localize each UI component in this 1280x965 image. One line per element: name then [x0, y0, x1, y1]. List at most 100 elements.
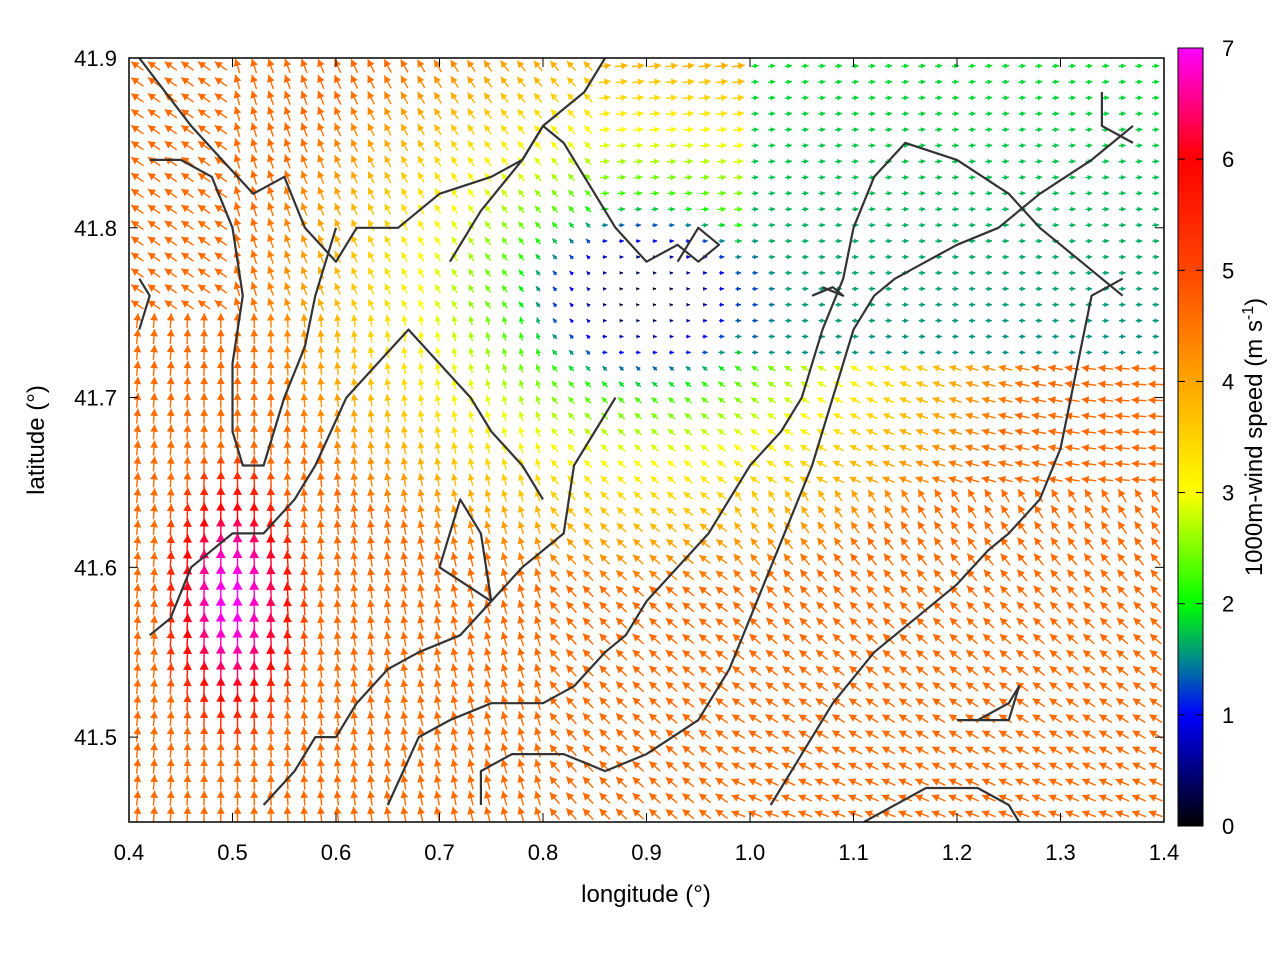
- x-tick-label: 1.3: [1045, 840, 1076, 865]
- wind-arrow: [301, 203, 308, 216]
- wind-arrow: [484, 60, 492, 71]
- wind-arrow: [802, 175, 809, 180]
- wind-arrow: [699, 650, 711, 659]
- wind-arrow: [150, 584, 158, 599]
- wind-arrow: [785, 490, 792, 501]
- wind-arrow: [519, 411, 525, 421]
- wind-arrow: [301, 187, 308, 200]
- wind-arrow: [534, 61, 542, 71]
- wind-arrow: [1136, 239, 1143, 244]
- wind-arrow: [217, 791, 225, 806]
- wind-arrow: [884, 522, 893, 534]
- wind-arrow: [1135, 489, 1143, 502]
- wind-arrow: [850, 445, 861, 451]
- wind-arrow: [167, 535, 175, 551]
- wind-arrow: [686, 335, 690, 339]
- wind-arrow: [768, 191, 775, 196]
- wind-arrow: [653, 319, 656, 323]
- wind-arrow: [418, 236, 424, 245]
- wind-arrow: [852, 127, 859, 132]
- wind-arrow: [802, 79, 809, 84]
- wind-arrow: [685, 429, 692, 435]
- wind-arrow: [418, 156, 424, 166]
- wind-arrow: [782, 715, 795, 723]
- wind-arrow: [317, 123, 324, 137]
- wind-arrow: [818, 79, 825, 84]
- wind-arrow: [334, 743, 342, 758]
- wind-arrow: [669, 382, 675, 387]
- wind-arrow: [1102, 302, 1108, 307]
- wind-arrow: [234, 186, 242, 200]
- wind-arrow: [969, 111, 976, 116]
- wind-arrow: [550, 793, 560, 804]
- wind-arrow: [716, 619, 728, 628]
- wind-arrow: [869, 239, 876, 244]
- wind-arrow: [898, 810, 912, 817]
- wind-arrow: [200, 361, 208, 376]
- wind-arrow: [215, 221, 227, 230]
- wind-arrow: [467, 807, 475, 821]
- wind-arrow: [217, 471, 226, 488]
- wind-arrow: [852, 286, 858, 291]
- contour-line: [864, 788, 1019, 822]
- wind-arrow: [418, 92, 425, 104]
- wind-arrow: [283, 551, 292, 569]
- wind-arrow: [534, 568, 541, 582]
- wind-arrow: [536, 380, 541, 388]
- wind-arrow: [534, 537, 541, 550]
- wind-arrow: [351, 362, 358, 374]
- wind-arrow: [1100, 682, 1112, 691]
- wind-arrow: [1119, 334, 1125, 339]
- wind-arrow: [1002, 143, 1009, 148]
- wind-arrow: [952, 255, 959, 260]
- wind-arrow: [601, 444, 608, 451]
- wind-arrow: [583, 745, 593, 756]
- wind-arrow: [968, 79, 975, 84]
- wind-arrow: [651, 476, 659, 483]
- wind-arrow: [699, 682, 711, 691]
- wind-arrow: [300, 409, 308, 423]
- wind-arrow: [882, 715, 895, 723]
- wind-arrow: [1150, 650, 1161, 660]
- wind-arrow: [284, 791, 292, 806]
- wind-arrow: [600, 539, 609, 548]
- wind-arrow: [816, 650, 827, 660]
- wind-arrow: [884, 570, 894, 581]
- wind-arrow: [183, 662, 192, 680]
- wind-arrow: [150, 759, 158, 774]
- wind-arrow: [999, 763, 1012, 770]
- wind-arrow: [1132, 380, 1147, 388]
- wind-arrow: [866, 698, 878, 706]
- colorbar-tick-label: 3: [1222, 481, 1234, 506]
- wind-arrow: [150, 472, 158, 487]
- wind-arrow: [501, 648, 509, 662]
- wind-arrow: [752, 111, 759, 116]
- wind-arrow: [768, 255, 774, 260]
- wind-arrow: [982, 810, 996, 817]
- wind-arrow: [752, 271, 758, 276]
- wind-arrow: [634, 476, 642, 483]
- wind-arrow: [1149, 763, 1162, 770]
- wind-arrow: [1135, 505, 1143, 517]
- wind-arrow: [684, 175, 693, 181]
- wind-arrow: [986, 302, 992, 307]
- wind-arrow: [367, 663, 375, 678]
- wind-arrow: [267, 711, 275, 727]
- wind-arrow: [783, 650, 794, 660]
- wind-arrow: [653, 303, 656, 306]
- wind-vector-field: [131, 59, 1163, 822]
- wind-arrow: [401, 92, 408, 104]
- wind-arrow: [1135, 95, 1142, 100]
- wind-arrow: [718, 413, 726, 419]
- wind-arrow: [833, 461, 844, 467]
- wind-arrow: [234, 107, 242, 121]
- wind-arrow: [785, 191, 792, 196]
- wind-arrow: [1117, 650, 1128, 660]
- wind-arrow: [553, 287, 557, 292]
- wind-arrow: [550, 61, 558, 71]
- wind-arrow: [1066, 763, 1079, 770]
- wind-arrow: [184, 329, 192, 344]
- wind-arrow: [1035, 111, 1042, 116]
- wind-arrow: [982, 444, 996, 452]
